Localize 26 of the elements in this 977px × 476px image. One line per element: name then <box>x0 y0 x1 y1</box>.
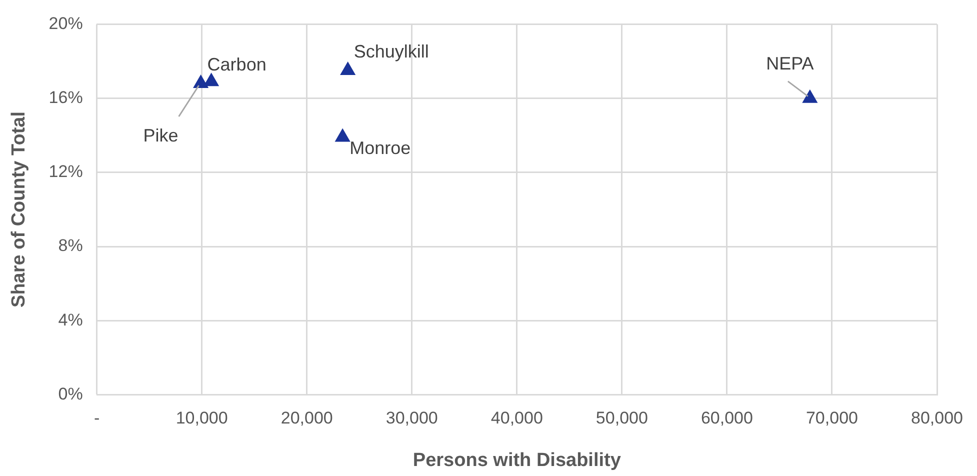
x-tick-label: 20,000 <box>280 408 333 428</box>
x-axis-title: Persons with Disability <box>412 450 622 471</box>
y-axis-title: Share of County Total <box>8 112 30 308</box>
annotation: Schuylkill <box>354 41 429 62</box>
annotation: Pike <box>143 125 178 146</box>
x-tick-label: 50,000 <box>596 408 648 428</box>
annotation: Monroe <box>350 138 411 158</box>
y-tick-label: 4% <box>58 310 83 330</box>
x-tick-label: 30,000 <box>386 408 438 428</box>
x-tick-label: 10,000 <box>176 408 228 428</box>
annotation: Carbon <box>207 54 266 75</box>
y-tick-label: 20% <box>48 14 83 33</box>
x-tick-label: 70,000 <box>806 408 858 428</box>
point <box>204 73 219 86</box>
x-tick-label: 60,000 <box>700 408 753 428</box>
y-tick-label: 16% <box>48 88 83 108</box>
point <box>340 62 356 76</box>
x-tick-label: 40,000 <box>490 408 543 428</box>
annotation: NEPA <box>766 53 814 74</box>
x-tick-label: 80,000 <box>911 408 963 428</box>
point <box>802 90 818 103</box>
y-tick-label: 0% <box>58 384 83 404</box>
x-tick-label: - <box>94 408 100 428</box>
y-tick-label: 12% <box>48 162 83 182</box>
point <box>335 128 350 142</box>
y-tick-label: 8% <box>58 236 83 256</box>
